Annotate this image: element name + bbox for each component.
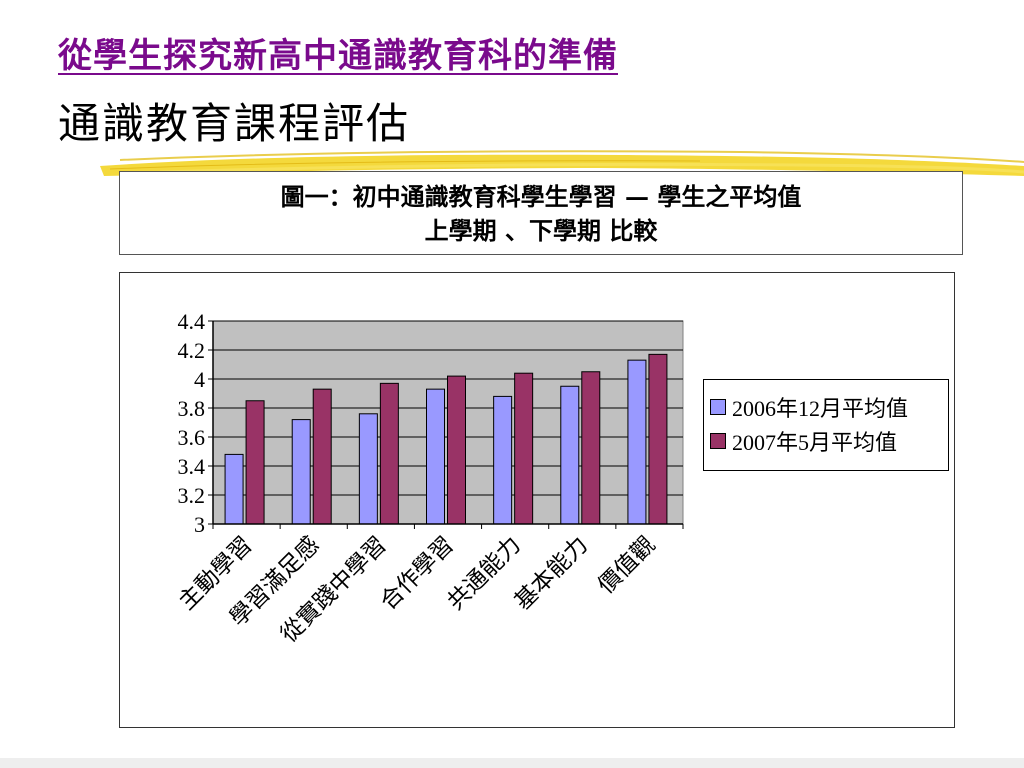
- bar-series-1-7: [627, 359, 647, 525]
- x-tick-label: 合作學習: [376, 532, 459, 615]
- bar-series-1-3: [358, 413, 378, 525]
- bar-series-1-2: [291, 419, 311, 525]
- bar-series-2-7: [648, 353, 668, 525]
- figure-caption-line-1: 圖一：初中通識教育科學生學習 — 學生之平均值: [280, 182, 802, 211]
- y-tick-label: 3: [194, 512, 205, 537]
- y-tick-label: 3.8: [178, 396, 206, 421]
- chart-frame: 3 3.2 3.4 3.6 3.8 4 4.2 4.4 主動學習 學習滿足感 從實踐中學習 合作學習共…: [119, 272, 955, 728]
- x-tick-label: 價值觀: [593, 532, 659, 598]
- figure-caption: 圖一：初中通識教育科學生學習 — 學生之平均值 上學期 、下學期 比較: [119, 171, 963, 255]
- y-tick-label: 4.4: [178, 309, 206, 334]
- y-tick-label: 4: [194, 367, 205, 392]
- chart-legend: 2006年12月平均值 2007年5月平均值: [703, 379, 949, 471]
- y-tick-label: 3.4: [178, 454, 206, 479]
- bar-series-2-2: [312, 388, 332, 525]
- bar-series-2-4: [447, 375, 466, 525]
- highlighter-stroke: [100, 150, 1024, 176]
- x-tick-label: 共通能力: [443, 532, 526, 615]
- figure-caption-line-2: 上學期 、下學期 比較: [424, 216, 658, 245]
- legend-item-series-1: 2006年12月平均值: [704, 390, 948, 424]
- bar-series-2-1: [245, 400, 265, 525]
- footer-rule: [0, 758, 1024, 768]
- y-tick-label: 3.2: [178, 483, 206, 508]
- legend-swatch-series-1: [710, 399, 726, 415]
- bar-series-2-5: [514, 372, 534, 525]
- y-tick-label: 4.2: [178, 338, 206, 363]
- bar-chart: 33.23.43.63.844.24.4主動學習學習滿足感從實踐中學習合作學習共…: [174, 309, 684, 647]
- bar-series-1-5: [493, 395, 513, 525]
- y-tick-label: 3.6: [178, 425, 206, 450]
- bar-series-1-6: [560, 385, 580, 525]
- bar-series-1-1: [224, 453, 244, 525]
- x-tick-label: 基本能力: [510, 532, 593, 615]
- slide-title: 從學生探究新高中通識教育科的準備: [58, 36, 618, 76]
- legend-label-series-1: 2006年12月平均值: [732, 396, 909, 421]
- slide-subtitle: 通識教育課程評估: [58, 99, 411, 148]
- bar-series-2-3: [379, 382, 399, 525]
- legend-item-series-2: 2007年5月平均值: [704, 424, 948, 458]
- bar-series-1-4: [426, 388, 445, 525]
- legend-label-series-2: 2007年5月平均值: [732, 430, 898, 455]
- bar-series-2-6: [581, 371, 601, 525]
- legend-swatch-series-2: [710, 433, 726, 449]
